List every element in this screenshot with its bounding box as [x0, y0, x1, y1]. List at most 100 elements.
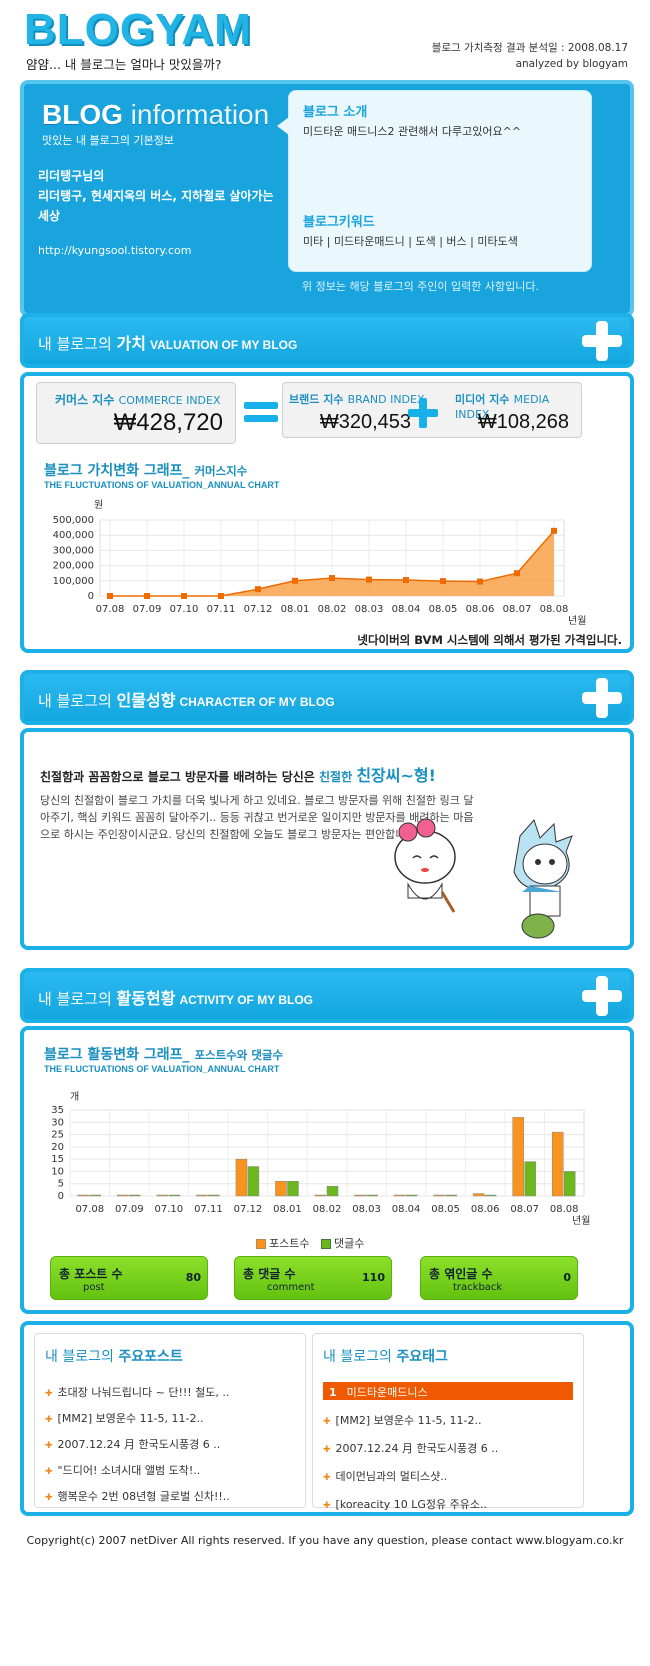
- valuation-prefix: 내 블로그의: [38, 335, 117, 353]
- top-tag[interactable]: 1 미드타운매드니스: [323, 1382, 573, 1400]
- bar-post: [275, 1181, 287, 1197]
- data-point: [255, 586, 261, 593]
- post-item[interactable]: 2007.12.24 月 한국도시풍경 6 ..: [45, 1436, 221, 1452]
- stat-comment-label: 총 댓글 수: [243, 1267, 296, 1281]
- x-tick-label: 07.11: [194, 1204, 223, 1215]
- activity-graph-sub: THE FLUCTUATIONS OF VALUATION_ANNUAL CHA…: [44, 1064, 280, 1074]
- x-tick-label: 08.03: [355, 604, 384, 615]
- bar-post: [117, 1194, 129, 1197]
- main-tags-column: 내 블로그의 주요태그 1 미드타운매드니스 [MM2] 보영운수 11-5, 1…: [312, 1333, 584, 1511]
- x-tick-label: 08.08: [550, 1204, 579, 1215]
- data-point: [366, 576, 372, 583]
- post-item[interactable]: 초대장 나눠드립니다 ~ 단!!! 철도, ..: [45, 1384, 230, 1400]
- tag-item[interactable]: [MM2] 보영운수 11-5, 11-2..: [323, 1412, 482, 1428]
- legend-comment-swatch: [320, 1239, 331, 1249]
- tag-item[interactable]: 2007.12.24 月 한국도시풍경 6 ..: [323, 1440, 499, 1456]
- x-tick-label: 08.05: [429, 604, 458, 615]
- y-tick-label: 300,000: [53, 545, 94, 556]
- analysis-date: 블로그 가치측정 결과 분석일 : 2008.08.17: [431, 42, 628, 54]
- data-point: [403, 577, 409, 584]
- valuation-bold: 가치: [116, 334, 146, 353]
- x-tick-label: 08.07: [503, 604, 532, 615]
- character-en: CHARACTER OF MY BLOG: [179, 695, 335, 709]
- expand-plus-icon[interactable]: [582, 321, 622, 361]
- y-tick-label: 5: [58, 1179, 64, 1190]
- bar-post: [314, 1194, 327, 1197]
- activity-bold: 활동현황: [116, 989, 176, 1008]
- x-tick-label: 07.08: [96, 604, 125, 615]
- y-axis-unit: 개: [70, 1091, 79, 1103]
- bar-comment: [129, 1194, 141, 1197]
- legend-post-swatch: [256, 1239, 266, 1249]
- bar-post: [393, 1194, 406, 1197]
- stat-comment-en: comment: [267, 1282, 315, 1293]
- x-tick-label: 07.09: [133, 604, 162, 615]
- activity-graph-title-sub: 포스트수와 댓글수: [194, 1048, 284, 1062]
- blogyam-logo[interactable]: BLOGYAM: [24, 5, 252, 54]
- media-value: ₩108,268: [477, 411, 569, 433]
- header: BLOGYAM 얌얌... 내 블로그는 얼마나 맛있을까? 블로그 가치측정 …: [0, 0, 650, 80]
- data-point: [329, 575, 335, 582]
- tag-item[interactable]: 데이먼님과의 멀티스샷..: [323, 1468, 448, 1484]
- media-label-en: MEDIA INDEX: [455, 393, 550, 421]
- x-tick-label: 07.08: [75, 1204, 104, 1215]
- bar-comment: [287, 1181, 299, 1197]
- character-type: 친장씨~형!: [356, 766, 436, 785]
- valuation-note: 넷다이버의 BVM 시스템에 의해서 평가된 가격입니다.: [357, 633, 622, 647]
- character-prefix: 내 블로그의: [38, 692, 117, 710]
- info-title-bold: BLOG: [42, 99, 123, 130]
- y-tick-label: 0: [88, 591, 94, 602]
- bar-post: [354, 1194, 366, 1197]
- character-head-text: 친절함과 꼼꼼함으로 블로그 방문자를 배려하는 당신은: [40, 770, 319, 784]
- x-tick-label: 08.06: [466, 604, 495, 615]
- legend-comment-label: 댓글수: [333, 1237, 365, 1250]
- x-tick-label: 08.05: [431, 1204, 460, 1215]
- character-header-title: 내 블로그의 인물성향 CHARACTER OF MY BLOG: [38, 687, 335, 711]
- valuation-graph-title: 블로그 가치변화 그래프_ 커머스지수: [44, 460, 247, 480]
- bar-post: [472, 1193, 485, 1197]
- x-tick-label: 08.04: [392, 604, 421, 615]
- post-item[interactable]: "드디어! 소녀시대 앨범 도착!..: [45, 1462, 201, 1478]
- activity-header-title: 내 블로그의 활동현황 ACTIVITY OF MY BLOG: [38, 985, 313, 1009]
- stat-post-value: 80: [185, 1271, 201, 1284]
- post-item[interactable]: [MM2] 보영운수 11-5, 11-2..: [45, 1410, 204, 1426]
- speech-tail: [277, 117, 289, 135]
- activity-prefix: 내 블로그의: [38, 990, 117, 1008]
- y-tick-label: 15: [51, 1154, 64, 1165]
- posts-tags-panel: 내 블로그의 주요포스트 초대장 나눠드립니다 ~ 단!!! 철도, .. [M…: [20, 1321, 634, 1516]
- character-headline: 친절함과 꼼꼼함으로 블로그 방문자를 배려하는 당신은 친절한 친장씨~형!: [40, 762, 436, 786]
- analyzed-by: analyzed by blogyam: [515, 58, 628, 70]
- commerce-label-ko: 커머스 지수: [55, 393, 115, 407]
- y-tick-label: 30: [51, 1117, 64, 1128]
- activity-panel: 블로그 활동변화 그래프_ 포스트수와 댓글수 THE FLUCTUATIONS…: [20, 1026, 634, 1314]
- valuation-graph-sub: THE FLUCTUATIONS OF VALUATION_ANNUAL CHA…: [44, 480, 280, 490]
- x-tick-label: 08.01: [273, 1204, 302, 1215]
- x-tick-label: 07.09: [115, 1204, 144, 1215]
- y-axis-unit: 원: [94, 499, 103, 511]
- post-item[interactable]: 행복운수 2번 08년형 글로벌 신차!!..: [45, 1488, 230, 1504]
- activity-legend: 포스트수 댓글수: [248, 1235, 364, 1251]
- blog-url-link[interactable]: http://kyungsool.tistory.com: [38, 244, 192, 257]
- expand-plus-icon[interactable]: [582, 678, 622, 718]
- activity-graph-title: 블로그 활동변화 그래프_ 포스트수와 댓글수: [44, 1044, 283, 1064]
- bar-post: [551, 1131, 564, 1197]
- stat-post: 총 포스트 수 post 80: [50, 1256, 208, 1300]
- x-tick-label: 08.06: [471, 1204, 500, 1215]
- commerce-index-box: 커머스 지수 COMMERCE INDEX ₩428,720: [36, 382, 236, 444]
- bar-comment: [524, 1161, 536, 1197]
- info-subtitle: 맛있는 내 블로그의 기본정보: [42, 134, 174, 147]
- x-axis-unit: 년월: [572, 1215, 590, 1227]
- info-card: 블로그 소개 미드타운 매드니스2 관련해서 다루고있어요^^ 블로그키워드 미…: [277, 90, 592, 272]
- keyword-label: 블로그키워드: [303, 215, 375, 230]
- valuation-area-chart: 원500,000400,000300,000200,000100,000007.…: [53, 499, 587, 626]
- commerce-label-en: COMMERCE INDEX: [118, 394, 221, 407]
- x-tick-label: 08.02: [318, 604, 347, 615]
- brand-value: ₩320,453: [319, 411, 411, 433]
- character-panel: 친절함과 꼼꼼함으로 블로그 방문자를 배려하는 당신은 친절한 친장씨~형! …: [20, 728, 634, 950]
- tag-item[interactable]: [koreacity 10 LG정유 주유소..: [323, 1496, 487, 1512]
- expand-plus-icon[interactable]: [582, 976, 622, 1016]
- main-tags-title: 내 블로그의 주요태그: [323, 1346, 448, 1366]
- character-k1: 친절한: [319, 770, 357, 784]
